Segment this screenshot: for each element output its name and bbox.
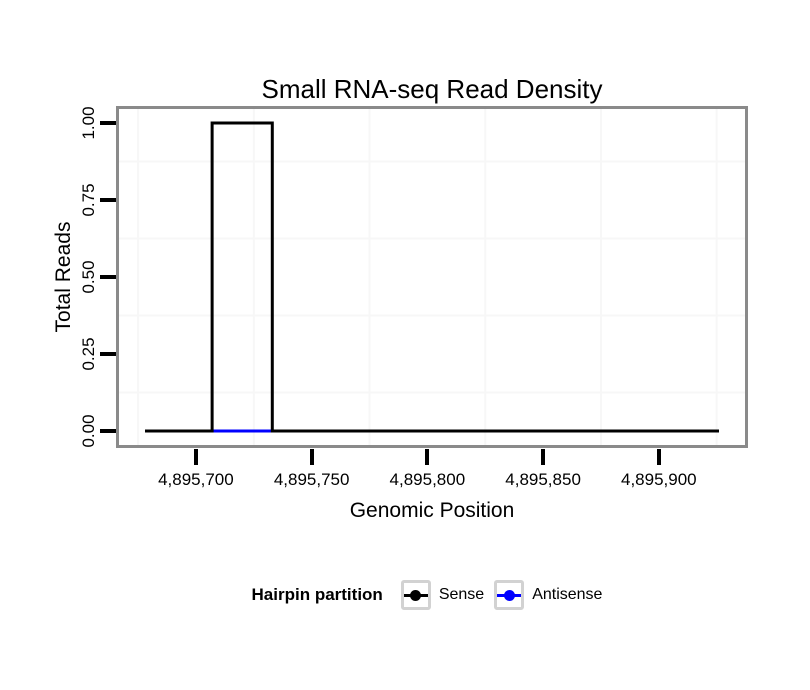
- y-axis-tick: [100, 198, 116, 202]
- x-axis-title: Genomic Position: [349, 499, 515, 522]
- y-axis-tick: [100, 121, 116, 125]
- x-tick-label: 4,895,850: [505, 470, 581, 489]
- plot-panel: [116, 106, 748, 448]
- y-axis-title: Total Reads: [52, 221, 75, 333]
- y-tick-label: 0.75: [79, 183, 98, 217]
- y-axis-tick: [100, 275, 116, 279]
- legend-entry-sense: Sense: [400, 580, 485, 610]
- series-line-sense: [145, 121, 719, 433]
- legend-entries: Sense Antisense: [400, 580, 613, 610]
- x-axis-tick: [309, 449, 314, 465]
- legend-title: Hairpin partition: [251, 585, 383, 604]
- y-tick-label: 0.00: [79, 414, 98, 448]
- legend-key-antisense: [494, 580, 525, 610]
- legend-entry-antisense: Antisense: [494, 580, 602, 610]
- y-axis-tick: [100, 352, 116, 356]
- x-axis-tick: [193, 449, 198, 465]
- y-axis-tick: [100, 429, 116, 433]
- x-tick-label: 4,895,800: [389, 470, 466, 489]
- x-tick-label: 4,895,750: [273, 470, 350, 489]
- y-tick-label: 0.25: [79, 337, 98, 371]
- x-tick-label: 4,895,900: [620, 470, 697, 489]
- x-tick-label: 4,895,700: [158, 470, 234, 489]
- plot-area-svg: [119, 109, 745, 445]
- legend-key-sense: [400, 580, 431, 610]
- x-axis-tick: [425, 449, 430, 465]
- chart-title: Small RNA-seq Read Density: [261, 74, 603, 104]
- x-axis-tick: [656, 449, 661, 465]
- y-tick-label: 1.00: [79, 106, 98, 140]
- legend: Hairpin partition Sense Antisense: [86, 580, 778, 610]
- legend-label: Sense: [438, 586, 485, 603]
- legend-label: Antisense: [532, 586, 603, 603]
- legend-key-point-icon: [503, 589, 515, 601]
- legend-key-point-icon: [410, 589, 422, 601]
- x-axis-tick: [541, 449, 546, 465]
- y-tick-label: 0.50: [79, 260, 98, 294]
